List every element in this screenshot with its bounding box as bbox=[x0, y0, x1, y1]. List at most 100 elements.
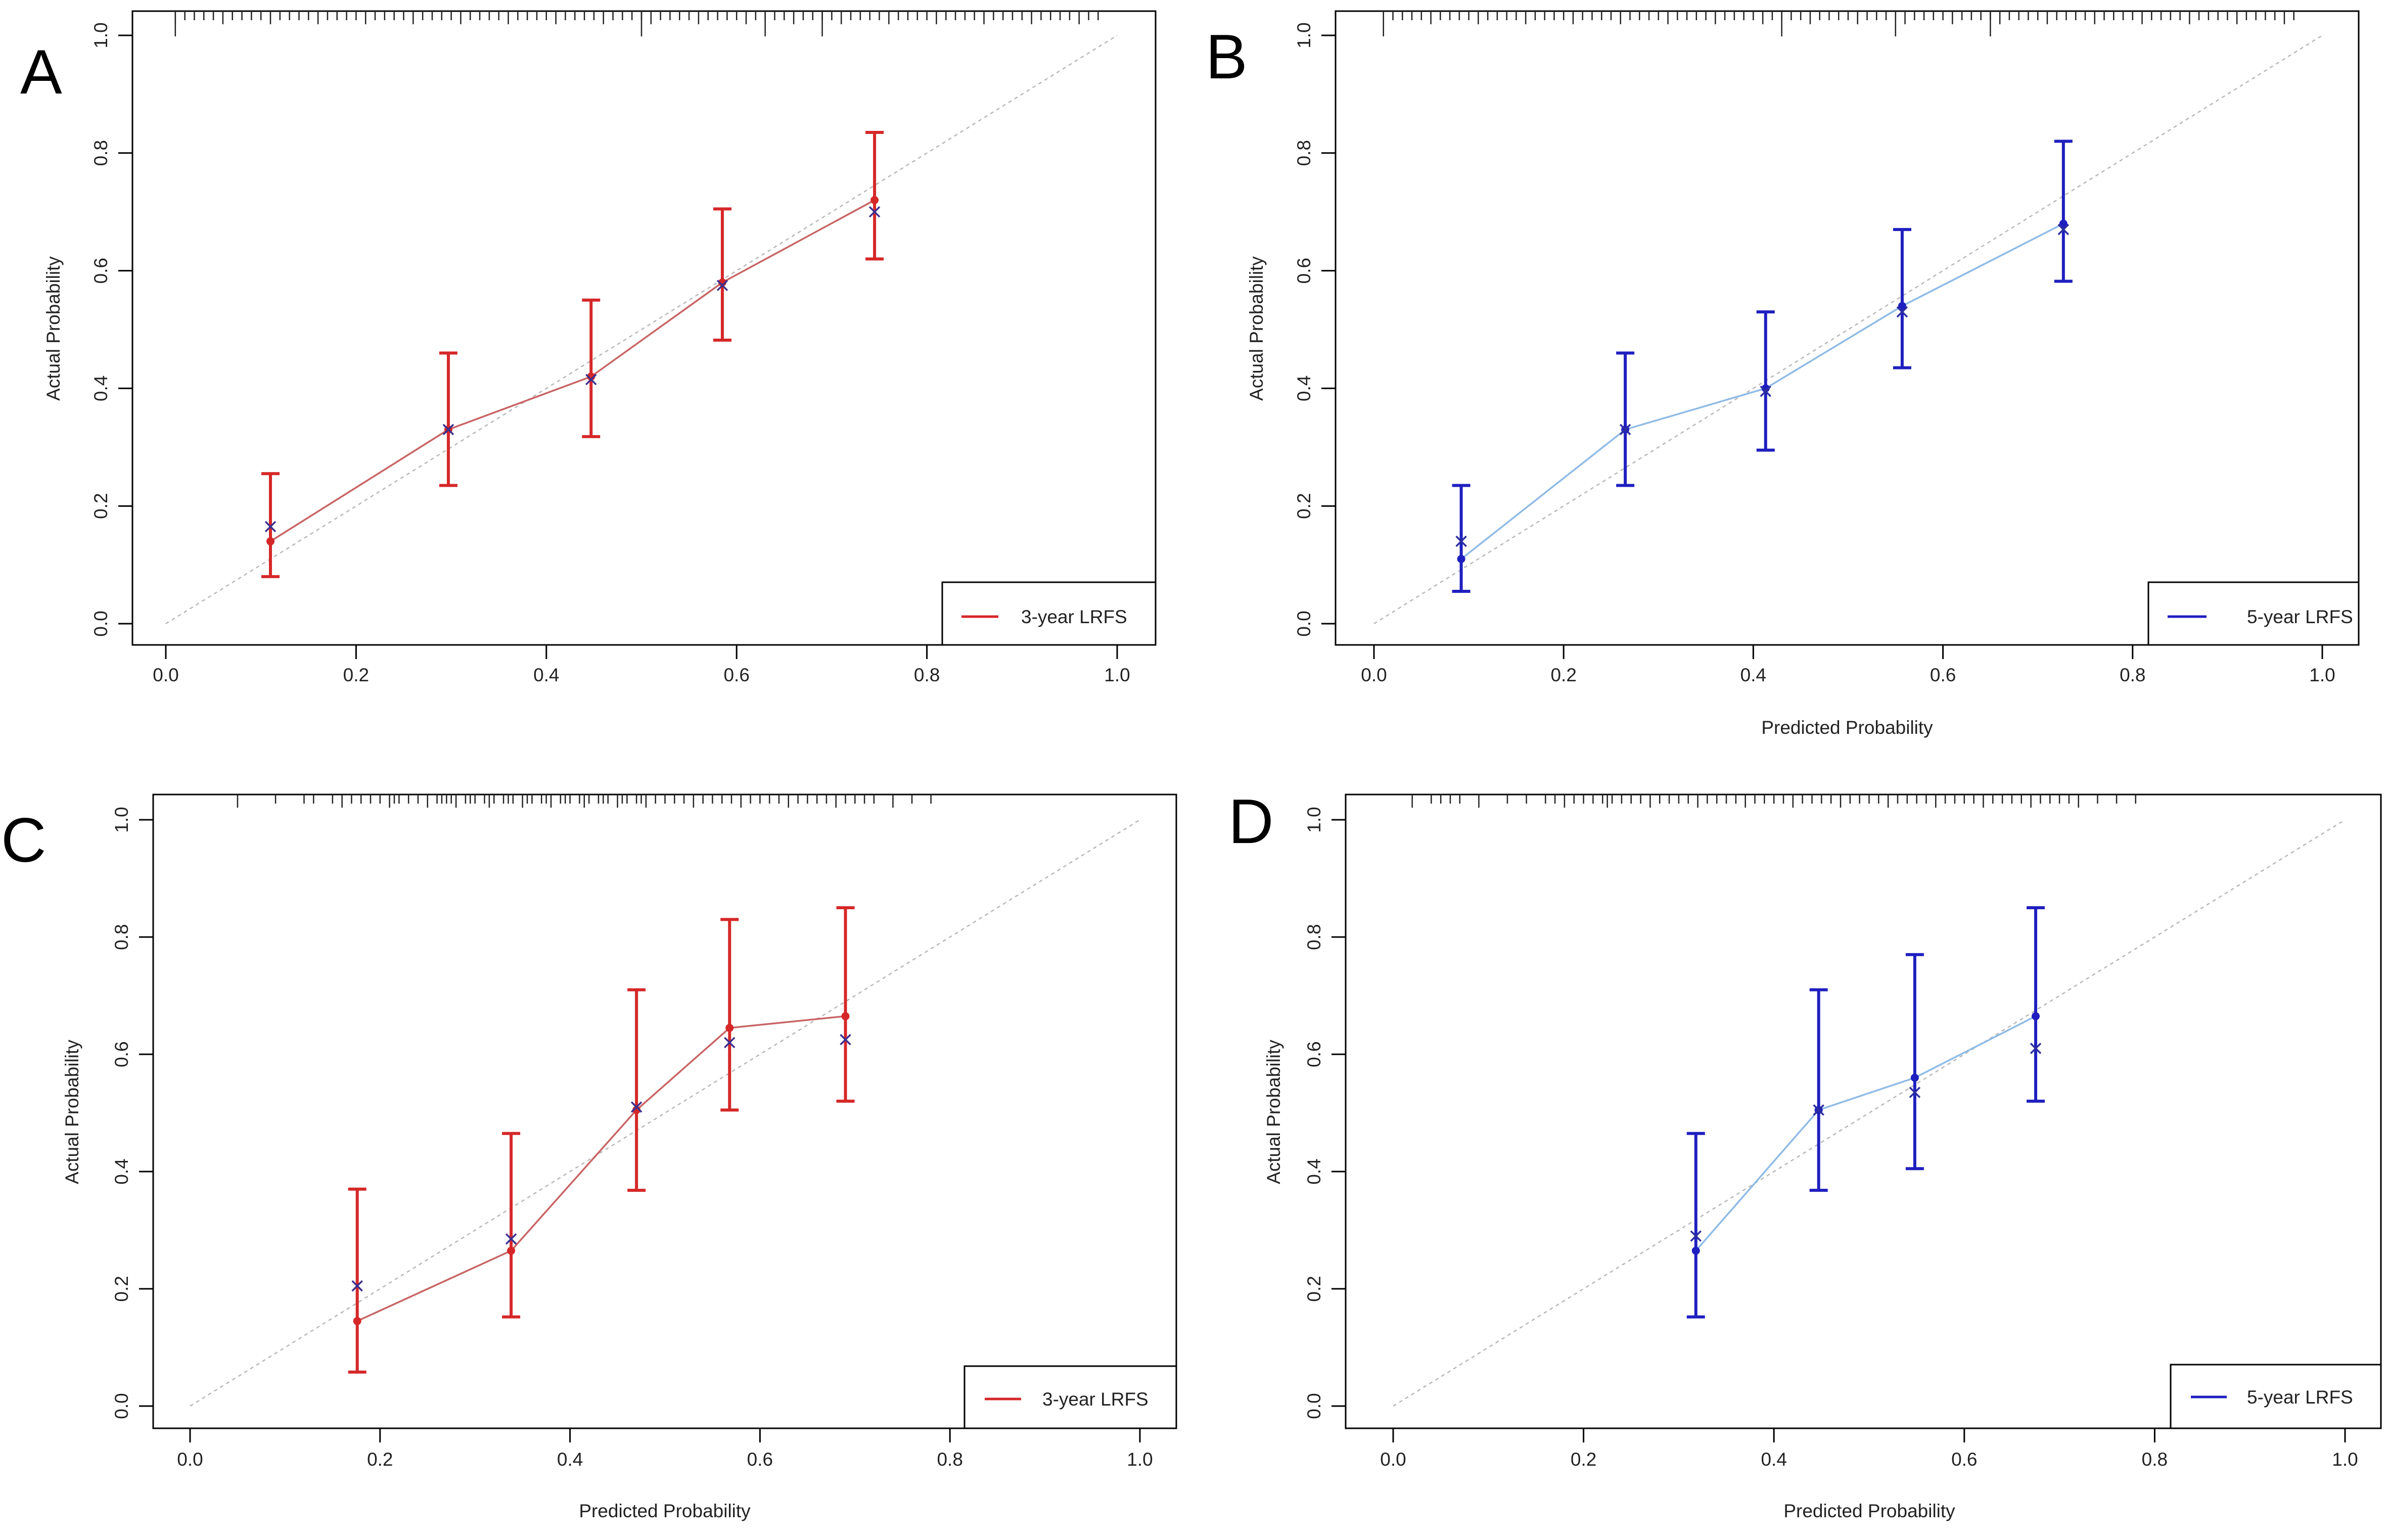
x-tick-label: 0.4 bbox=[533, 665, 559, 685]
y-tick-label: 0.0 bbox=[90, 611, 111, 636]
bias-corrected-marker bbox=[2030, 1043, 2042, 1054]
x-tick-label: 0.8 bbox=[914, 665, 940, 685]
y-tick-label: 0.8 bbox=[1304, 924, 1324, 950]
bias-corrected-marker bbox=[840, 1034, 851, 1046]
x-tick-label: 0.6 bbox=[1930, 665, 1956, 685]
bias-corrected-marker bbox=[716, 279, 728, 291]
ideal-reference-line bbox=[190, 819, 1140, 1407]
x-tick-label: 0.2 bbox=[367, 1449, 393, 1470]
y-tick-label: 1.0 bbox=[1304, 807, 1324, 832]
legend-label-b: 5-year LRFS bbox=[2247, 606, 2353, 627]
ideal-reference-line bbox=[1373, 34, 2323, 625]
legend-box-a bbox=[941, 581, 1157, 646]
observed-point bbox=[353, 1317, 361, 1325]
legend-label-d: 5-year LRFS bbox=[2247, 1387, 2353, 1408]
y-tick-label: 0.2 bbox=[1294, 493, 1314, 519]
y-tick-label: 1.0 bbox=[1294, 22, 1314, 48]
x-axis-title-c: Predicted Probability bbox=[579, 1501, 751, 1521]
x-tick-label: 0.6 bbox=[1951, 1449, 1977, 1470]
y-tick-label: 0.4 bbox=[1304, 1158, 1324, 1184]
x-tick-label: 0.2 bbox=[1550, 665, 1576, 685]
bias-corrected-marker bbox=[1909, 1087, 1921, 1098]
observed-point bbox=[1910, 1074, 1919, 1082]
observed-point bbox=[841, 1012, 850, 1020]
panel-letter-b: B bbox=[1206, 22, 1248, 92]
observed-point bbox=[2032, 1012, 2040, 1020]
legend-a: 3-year LRFS bbox=[941, 581, 1157, 646]
panel-b: B 0.0 0.2 0.4 0.6 0.8 1.0 0.0 0.2 0.4 0.6 0.8 1.0 5… bbox=[1206, 10, 2360, 738]
y-tick-label: 0.6 bbox=[1294, 258, 1314, 284]
x-axis-title-b: Predicted Probability bbox=[1761, 717, 1933, 738]
bias-corrected-marker bbox=[724, 1037, 736, 1049]
bias-corrected-marker bbox=[442, 424, 454, 436]
bias-corrected-marker bbox=[2057, 223, 2070, 236]
y-tick-label: 0.0 bbox=[1304, 1393, 1324, 1419]
plot-area-a: 0.0 0.2 0.4 0.6 0.8 1.0 0.0 0.2 0.4 0.6 0.8 1.0 bbox=[90, 11, 1130, 685]
x-tick-label: 0.6 bbox=[723, 665, 749, 685]
legend-d: 5-year LRFS bbox=[2170, 1364, 2382, 1429]
y-tick-label: 0.4 bbox=[90, 376, 111, 401]
bias-corrected-marker bbox=[264, 521, 277, 533]
y-axis-title-c: Actual Probability bbox=[62, 1040, 82, 1184]
y-tick-label: 0.8 bbox=[111, 924, 132, 950]
bias-corrected-marker bbox=[1690, 1230, 1702, 1242]
y-tick-label: 0.6 bbox=[90, 258, 111, 284]
observed-point bbox=[507, 1246, 516, 1255]
x-tick-label: 1.0 bbox=[2332, 1449, 2358, 1470]
x-tick-label: 0.2 bbox=[343, 665, 369, 685]
y-tick-label: 0.0 bbox=[1294, 611, 1314, 636]
x-tick-label: 0.6 bbox=[747, 1449, 773, 1470]
bias-corrected-marker bbox=[630, 1101, 642, 1113]
bias-corrected-marker bbox=[1896, 306, 1908, 318]
bias-corrected-marker bbox=[1619, 424, 1631, 436]
observed-point bbox=[2059, 219, 2068, 228]
x-tick-label: 0.4 bbox=[557, 1449, 583, 1470]
panel-d: D 0.0 0.2 0.4 0.6 0.8 1.0 0.0 0.2 0.4 0.6 0.8 1.0 5… bbox=[1228, 787, 2382, 1521]
x-tick-label: 0.4 bbox=[1761, 1449, 1786, 1470]
plot-area-d: 0.0 0.2 0.4 0.6 0.8 1.0 0.0 0.2 0.4 0.6 0.8 1.0 bbox=[1304, 795, 2358, 1470]
ideal-reference-line bbox=[165, 34, 1118, 625]
legend-box-b bbox=[2147, 581, 2360, 646]
bias-corrected-marker bbox=[1455, 535, 1467, 547]
x-axis-title-d: Predicted Probability bbox=[1783, 1501, 1955, 1521]
x-tick-label: 1.0 bbox=[2309, 665, 2335, 685]
y-tick-label: 1.0 bbox=[90, 22, 111, 48]
bias-corrected-marker bbox=[868, 206, 881, 218]
x-tick-label: 0.8 bbox=[937, 1449, 962, 1470]
x-tick-label: 0.2 bbox=[1571, 1449, 1596, 1470]
y-tick-label: 0.6 bbox=[1304, 1041, 1324, 1067]
panel-letter-c: C bbox=[1, 806, 47, 875]
legend-b: 5-year LRFS bbox=[2147, 581, 2360, 646]
y-tick-label: 1.0 bbox=[111, 807, 132, 832]
x-tick-label: 0.8 bbox=[2120, 665, 2145, 685]
observed-point bbox=[1457, 554, 1465, 563]
y-tick-label: 0.8 bbox=[1294, 140, 1314, 166]
bias-corrected-marker bbox=[1760, 385, 1772, 397]
x-tick-label: 0.0 bbox=[1361, 665, 1387, 685]
x-tick-label: 0.0 bbox=[177, 1449, 203, 1470]
y-tick-label: 0.0 bbox=[111, 1393, 132, 1419]
observed-point bbox=[266, 537, 275, 546]
y-axis-title-a: Actual Probability bbox=[43, 256, 64, 401]
ideal-reference-line bbox=[1393, 819, 2346, 1407]
y-tick-label: 0.2 bbox=[1304, 1276, 1324, 1301]
bias-corrected-marker bbox=[1813, 1104, 1824, 1116]
calibration-curve bbox=[1695, 1015, 2036, 1251]
observed-point bbox=[870, 196, 879, 204]
legend-label-c: 3-year LRFS bbox=[1042, 1389, 1149, 1410]
legend-label-a: 3-year LRFS bbox=[1021, 606, 1127, 627]
y-tick-label: 0.6 bbox=[111, 1041, 132, 1067]
bias-corrected-marker bbox=[351, 1280, 363, 1292]
y-tick-label: 0.8 bbox=[90, 140, 111, 166]
x-tick-label: 0.0 bbox=[1380, 1449, 1406, 1470]
bias-corrected-marker bbox=[505, 1233, 517, 1245]
y-tick-label: 0.4 bbox=[1294, 376, 1314, 401]
y-tick-label: 0.2 bbox=[90, 493, 111, 519]
x-tick-label: 1.0 bbox=[1104, 665, 1130, 685]
legend-c: 3-year LRFS bbox=[963, 1365, 1177, 1429]
y-axis-title-b: Actual Probability bbox=[1246, 256, 1267, 401]
observed-point bbox=[1691, 1246, 1700, 1255]
bias-corrected-marker bbox=[585, 374, 597, 386]
panel-letter-a: A bbox=[20, 37, 62, 107]
